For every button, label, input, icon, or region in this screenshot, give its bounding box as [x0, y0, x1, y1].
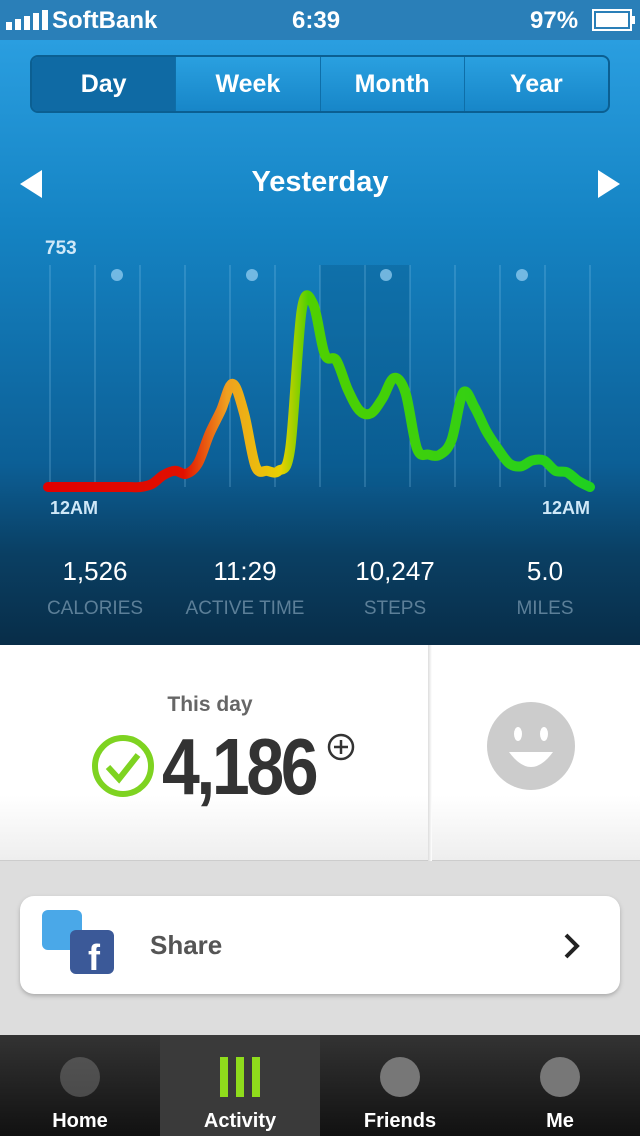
goal-check: [92, 735, 154, 797]
tab-label: Home: [52, 1110, 108, 1132]
tab-icon: [380, 1057, 420, 1097]
tab-label: Activity: [203, 1110, 277, 1132]
clock: 6:39: [292, 7, 341, 34]
svg-text:f: f: [88, 937, 101, 978]
period-tab[interactable]: Year: [463, 57, 608, 111]
prev-arrow[interactable]: [18, 168, 44, 200]
tab[interactable]: Activity: [160, 1035, 320, 1136]
graph-end-label: 12AM: [542, 498, 590, 518]
battery-level: 97%: [530, 7, 579, 34]
fuel-points: 4,186: [162, 722, 319, 811]
summary-card: This day 4,186: [0, 645, 640, 861]
period-tab[interactable]: Week: [175, 57, 319, 111]
chevron: [564, 933, 580, 959]
period-tab[interactable]: Month: [319, 57, 464, 111]
stat-label: ACTIVE TIME: [185, 598, 305, 619]
status-bar: SoftBank 6:39 97%: [0, 0, 640, 40]
smiley: [487, 702, 575, 790]
tab-label: Me: [546, 1110, 574, 1132]
carrier: SoftBank: [52, 7, 158, 34]
stat-value: 5.0: [526, 556, 564, 586]
tab-bar: Home Activity Friends Me: [0, 1035, 640, 1136]
tab-label: Friends: [363, 1110, 437, 1132]
tab-icon: [540, 1057, 580, 1097]
activity-line: [43, 290, 595, 493]
plus-icon[interactable]: [326, 732, 356, 762]
stat-label: CALORIES: [46, 598, 144, 619]
graph-start-label: 12AM: [50, 498, 98, 518]
signal-icon: [6, 10, 48, 30]
tab-icon: [60, 1057, 100, 1097]
stat-label: STEPS: [363, 598, 427, 619]
activity-graph: 753 12AM 12AM: [43, 238, 595, 518]
sun-rise-icon: [111, 269, 123, 281]
stat-value: 11:29: [213, 556, 277, 586]
battery-icon: [592, 9, 635, 31]
tab[interactable]: Home: [0, 1035, 160, 1136]
stat-label: MILES: [516, 598, 574, 619]
moon-icon: [516, 269, 528, 281]
tab[interactable]: Me: [480, 1035, 640, 1136]
share-button[interactable]: f Share: [20, 896, 620, 994]
social-icons: f: [42, 910, 114, 978]
sun-icon: [380, 269, 392, 281]
summary-label: This day: [167, 693, 253, 716]
next-arrow[interactable]: [596, 168, 622, 200]
card-divider: [428, 645, 432, 861]
share-label: Share: [150, 930, 223, 960]
stat-value: 1,526: [62, 556, 128, 586]
sunrise-icon: [246, 269, 258, 281]
tab-icon: [220, 1057, 260, 1097]
period-selector: Day Week Month Year: [30, 55, 610, 113]
graph-max-label: 753: [45, 238, 77, 259]
stat-value: 10,247: [355, 556, 435, 586]
day-title: Yesterday: [251, 166, 389, 198]
period-tab[interactable]: Day: [32, 57, 176, 111]
tab[interactable]: Friends: [320, 1035, 480, 1136]
